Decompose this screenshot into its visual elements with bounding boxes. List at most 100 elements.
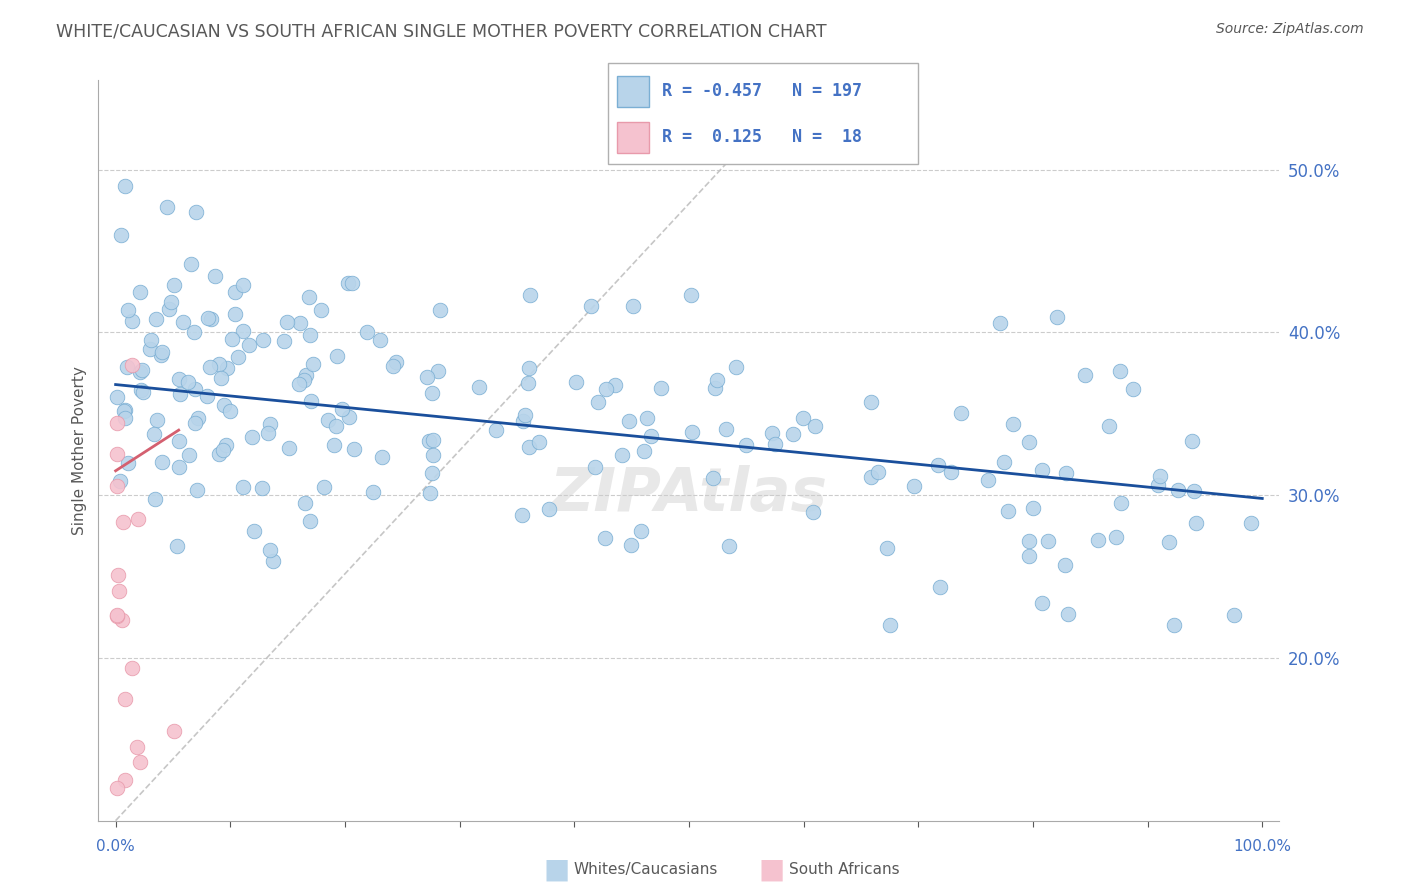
Point (859, 470, 882, 484)
Point (1018, 434, 1040, 449)
Point (110, 227, 132, 242)
Point (679, 288, 702, 302)
Text: Whites/Caucasians: Whites/Caucasians (574, 863, 718, 877)
Point (384, 355, 406, 369)
Text: ■: ■ (758, 855, 785, 884)
Point (184, 205, 207, 219)
Point (1054, 467, 1077, 481)
Point (513, 408, 536, 422)
Point (243, 524, 266, 538)
Point (356, 325, 378, 339)
Point (105, 608, 128, 623)
Point (232, 278, 254, 293)
Point (586, 394, 609, 409)
Point (217, 360, 239, 375)
Point (929, 580, 952, 594)
Point (650, 380, 672, 394)
Point (312, 480, 335, 494)
Point (125, 740, 148, 755)
Point (330, 402, 353, 417)
Point (288, 377, 311, 392)
Point (418, 434, 440, 448)
Point (177, 448, 200, 462)
Point (595, 532, 617, 546)
FancyBboxPatch shape (617, 76, 650, 106)
Point (143, 492, 166, 507)
Point (1108, 364, 1130, 378)
Point (132, 385, 155, 400)
Point (361, 484, 384, 499)
Point (256, 426, 278, 441)
Point (111, 515, 134, 529)
Point (297, 290, 319, 304)
Point (294, 368, 316, 382)
Point (157, 302, 180, 317)
Point (427, 364, 450, 378)
Point (114, 179, 136, 194)
Point (368, 333, 391, 347)
Point (1109, 495, 1132, 509)
Point (163, 724, 186, 739)
Point (1222, 607, 1244, 622)
Point (198, 360, 221, 375)
Point (620, 538, 643, 552)
Point (703, 381, 725, 395)
Point (114, 691, 136, 706)
Point (298, 514, 321, 528)
FancyBboxPatch shape (617, 122, 650, 153)
Point (1018, 533, 1040, 548)
Point (183, 325, 205, 339)
Point (565, 375, 588, 389)
Point (114, 410, 136, 425)
Point (702, 471, 724, 485)
Point (127, 512, 149, 526)
Point (156, 200, 179, 214)
Point (179, 256, 201, 270)
Point (343, 442, 366, 456)
Point (197, 311, 219, 326)
Point (325, 419, 347, 434)
Point (259, 417, 281, 431)
Point (288, 316, 311, 330)
Point (718, 539, 741, 553)
Point (214, 438, 236, 452)
Point (169, 386, 191, 401)
Text: WHITE/CAUCASIAN VS SOUTH AFRICAN SINGLE MOTHER POVERTY CORRELATION CHART: WHITE/CAUCASIAN VS SOUTH AFRICAN SINGLE … (56, 22, 827, 40)
Point (111, 614, 134, 628)
Point (121, 358, 143, 372)
Point (725, 360, 748, 375)
Point (238, 338, 260, 352)
Point (763, 437, 786, 451)
Point (583, 459, 606, 474)
Point (325, 349, 347, 363)
Point (252, 333, 274, 347)
Point (630, 524, 652, 538)
Point (105, 416, 128, 430)
Point (186, 483, 208, 498)
Point (221, 332, 243, 346)
Point (105, 447, 128, 461)
Text: ZIPAtlas: ZIPAtlas (550, 466, 828, 524)
Point (139, 342, 162, 356)
Point (309, 303, 332, 318)
Point (1182, 483, 1205, 498)
Point (232, 324, 254, 338)
Point (484, 423, 506, 437)
Point (167, 371, 190, 385)
Point (419, 485, 441, 500)
Text: South Africans: South Africans (789, 863, 900, 877)
Point (1184, 516, 1206, 531)
Point (519, 288, 541, 302)
Point (117, 360, 139, 375)
Point (112, 404, 135, 418)
Point (640, 429, 662, 443)
Point (422, 466, 444, 480)
Point (316, 412, 339, 426)
Point (510, 508, 533, 522)
Point (529, 435, 551, 450)
Point (160, 295, 183, 310)
Point (232, 480, 254, 494)
Point (323, 438, 346, 452)
Y-axis label: Single Mother Poverty: Single Mother Poverty (72, 366, 87, 535)
Point (187, 410, 209, 425)
